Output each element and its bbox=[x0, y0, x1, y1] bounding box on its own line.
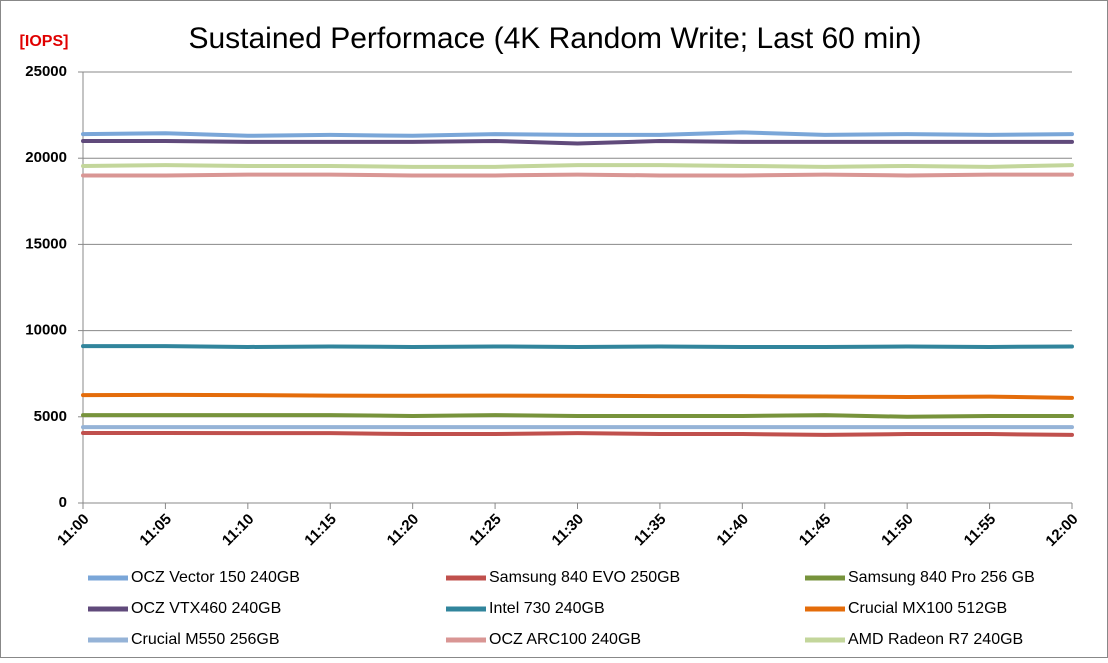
y-tick-label: 0 bbox=[59, 494, 67, 511]
y-axis-label: [IOPS] bbox=[20, 33, 69, 50]
y-tick-label: 20000 bbox=[25, 149, 67, 166]
legend-label: Crucial M550 256GB bbox=[131, 631, 280, 648]
series-line bbox=[81, 130, 1074, 138]
legend-label: AMD Radeon R7 240GB bbox=[848, 631, 1023, 648]
series-line bbox=[81, 163, 1074, 169]
legend-label: OCZ VTX460 240GB bbox=[131, 600, 281, 617]
y-tick-label: 15000 bbox=[25, 235, 67, 252]
legend-label: Intel 730 240GB bbox=[489, 600, 605, 617]
legend-label: Crucial MX100 512GB bbox=[848, 600, 1007, 617]
y-tick-label: 10000 bbox=[25, 322, 67, 339]
series-line bbox=[81, 138, 1074, 146]
legend-label: Samsung 840 EVO 250GB bbox=[489, 569, 680, 586]
series-line bbox=[81, 344, 1074, 349]
series-line bbox=[81, 172, 1074, 178]
series-line bbox=[81, 413, 1074, 419]
y-tick-label: 25000 bbox=[25, 63, 67, 80]
series-line bbox=[81, 431, 1074, 437]
legend-label: OCZ Vector 150 240GB bbox=[131, 569, 300, 586]
chart-title: Sustained Performace (4K Random Write; L… bbox=[188, 22, 921, 55]
y-tick-label: 5000 bbox=[34, 408, 67, 425]
legend-label: OCZ ARC100 240GB bbox=[489, 631, 641, 648]
legend-label: Samsung 840 Pro 256 GB bbox=[848, 569, 1035, 586]
series-line bbox=[81, 392, 1074, 400]
